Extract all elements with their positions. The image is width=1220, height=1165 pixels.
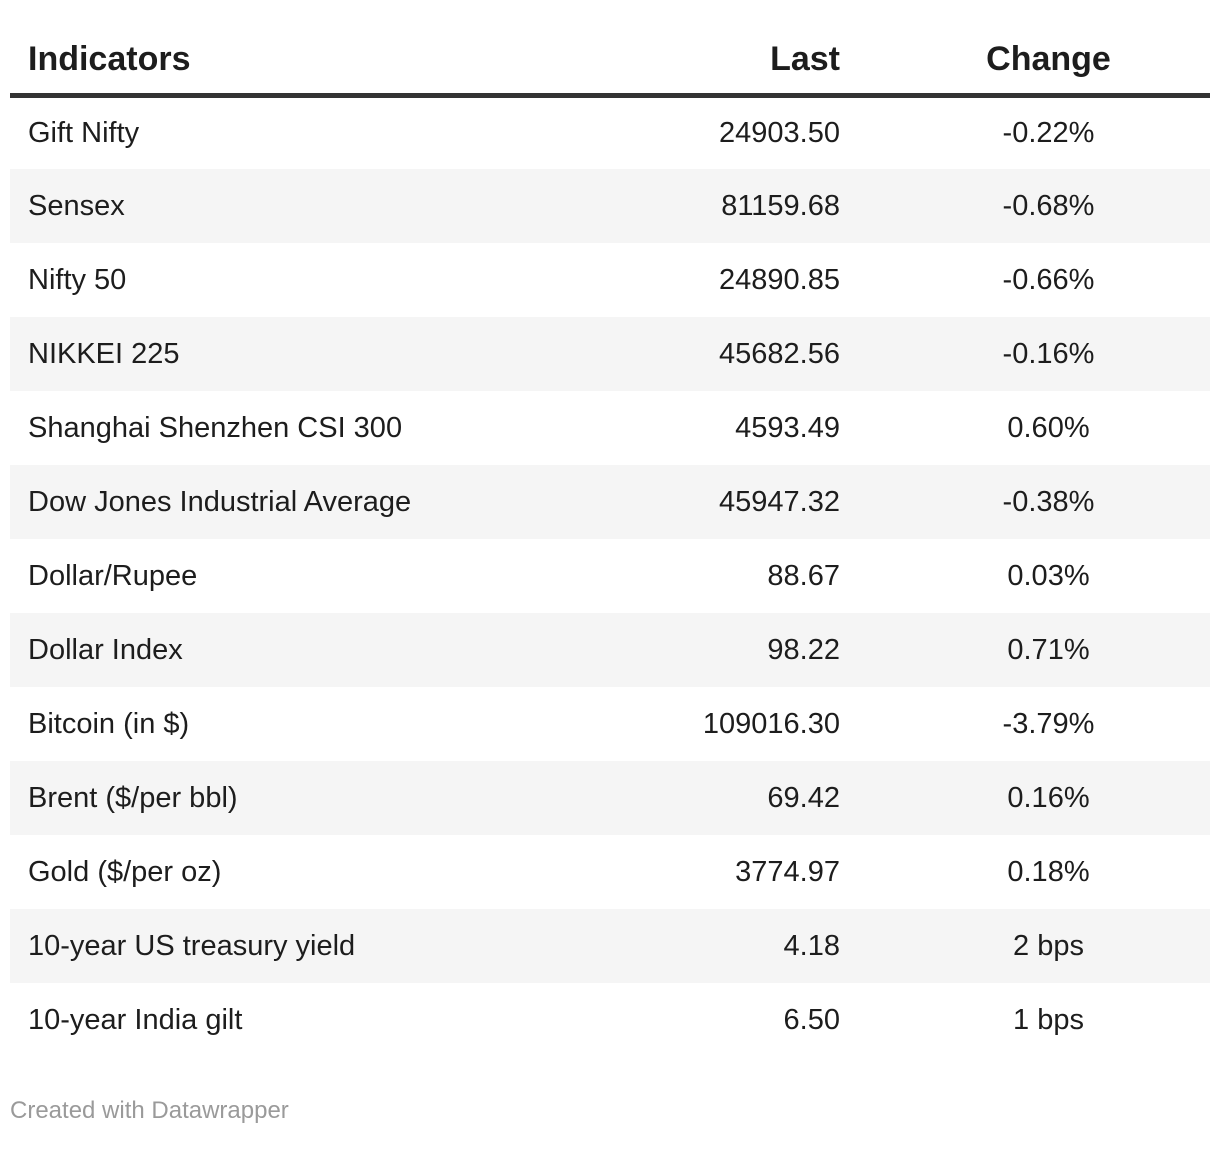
cell-last: 3774.97 xyxy=(735,855,840,888)
table-row: Gift Nifty 24903.50 -0.22% xyxy=(10,95,1210,169)
cell-last: 109016.30 xyxy=(702,707,840,740)
indicators-table: Indicators Last Change Gift Nifty 24903.5… xyxy=(10,27,1210,1057)
cell-last: 88.67 xyxy=(767,559,840,592)
column-header-indicators: Indicators xyxy=(10,27,625,98)
table-row: Shanghai Shenzhen CSI 300 4593.49 0.60% xyxy=(10,391,1210,465)
cell-change: -0.66% xyxy=(1002,263,1095,296)
table-row: Dollar Index 98.22 0.71% xyxy=(10,613,1210,687)
table-row: 10-year India gilt 6.50 1 bps xyxy=(10,983,1210,1057)
cell-indicator: Gift Nifty xyxy=(28,116,140,149)
cell-change: -0.38% xyxy=(1002,485,1095,518)
table-row: Bitcoin (in $) 109016.30 -3.79% xyxy=(10,687,1210,761)
datawrapper-attribution: Created with Datawrapper xyxy=(10,1097,289,1124)
cell-change: 0.60% xyxy=(1007,411,1090,444)
cell-change: -0.16% xyxy=(1002,337,1095,370)
table-row: Dow Jones Industrial Average 45947.32 -0.3… xyxy=(10,465,1210,539)
cell-indicator: Bitcoin (in $) xyxy=(28,707,190,740)
cell-last: 4593.49 xyxy=(735,411,840,444)
cell-change: 1 bps xyxy=(1013,1003,1084,1036)
cell-change: -0.22% xyxy=(1002,116,1095,149)
cell-indicator: Shanghai Shenzhen CSI 300 xyxy=(28,411,403,444)
cell-last: 81159.68 xyxy=(721,189,840,222)
cell-last: 24903.50 xyxy=(719,116,840,149)
cell-change: -0.68% xyxy=(1002,189,1095,222)
table-row: Sensex 81159.68 -0.68% xyxy=(10,169,1210,243)
table-body: Gift Nifty 24903.50 -0.22% Sensex 81159.68 -0… xyxy=(10,95,1210,1057)
table-row: NIKKEI 225 45682.56 -0.16% xyxy=(10,317,1210,391)
cell-change: -3.79% xyxy=(1002,707,1095,740)
market-indicators-table-page: Indicators Last Change Gift Nifty 24903.5… xyxy=(0,27,1220,1125)
cell-change: 0.03% xyxy=(1007,559,1090,592)
cell-indicator: Gold ($/per oz) xyxy=(28,855,222,888)
cell-change: 2 bps xyxy=(1013,929,1084,962)
table-row: Gold ($/per oz) 3774.97 0.18% xyxy=(10,835,1210,909)
cell-last: 24890.85 xyxy=(719,263,840,296)
table-header-row: Indicators Last Change xyxy=(10,27,1210,98)
cell-indicator: Dollar Index xyxy=(28,633,183,666)
cell-indicator: Brent ($/per bbl) xyxy=(28,781,238,814)
cell-indicator: Dow Jones Industrial Average xyxy=(28,485,412,518)
cell-indicator: Dollar/Rupee xyxy=(28,559,198,592)
cell-last: 45947.32 xyxy=(719,485,840,518)
cell-last: 6.50 xyxy=(783,1003,840,1036)
cell-change: 0.18% xyxy=(1007,855,1090,888)
cell-indicator: NIKKEI 225 xyxy=(28,337,180,370)
cell-indicator: Sensex xyxy=(28,189,125,222)
column-header-change: Change xyxy=(840,27,1210,98)
table-row: Nifty 50 24890.85 -0.66% xyxy=(10,243,1210,317)
cell-last: 69.42 xyxy=(767,781,840,814)
cell-change: 0.16% xyxy=(1007,781,1090,814)
cell-indicator: 10-year US treasury yield xyxy=(28,929,356,962)
cell-last: 98.22 xyxy=(767,633,840,666)
cell-last: 45682.56 xyxy=(719,337,840,370)
cell-change: 0.71% xyxy=(1007,633,1090,666)
table-row: 10-year US treasury yield 4.18 2 bps xyxy=(10,909,1210,983)
column-header-last: Last xyxy=(625,27,840,98)
table-row: Dollar/Rupee 88.67 0.03% xyxy=(10,539,1210,613)
cell-indicator: 10-year India gilt xyxy=(28,1003,243,1036)
table-row: Brent ($/per bbl) 69.42 0.16% xyxy=(10,761,1210,835)
cell-indicator: Nifty 50 xyxy=(28,263,127,296)
cell-last: 4.18 xyxy=(783,929,840,962)
